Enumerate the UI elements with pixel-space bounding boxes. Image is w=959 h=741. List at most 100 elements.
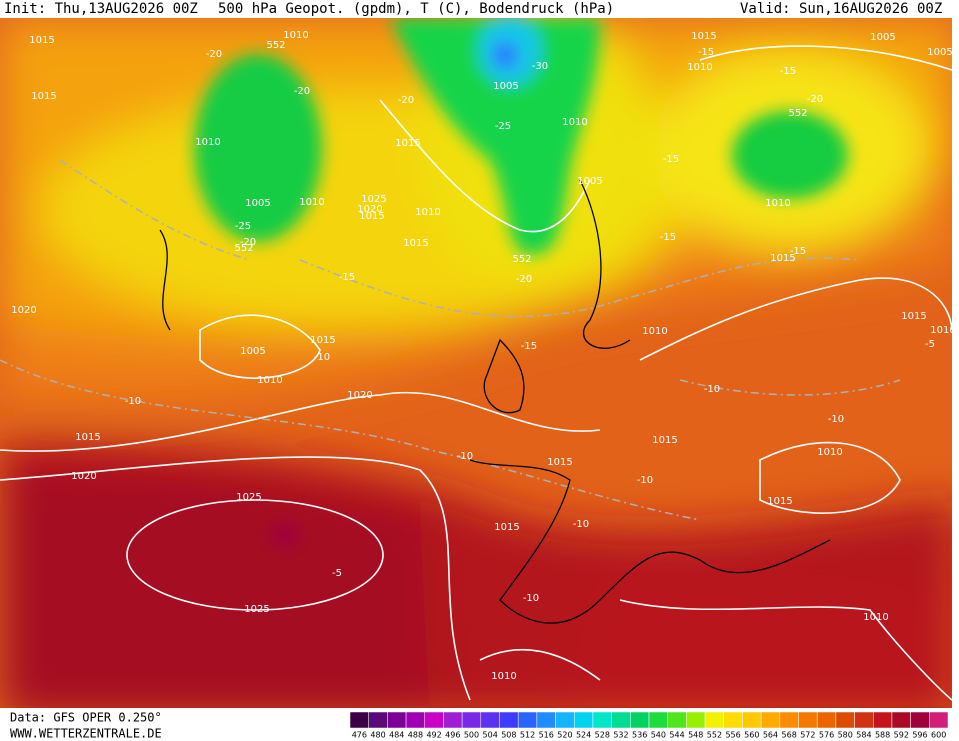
isobar-label: 1020 (357, 204, 382, 215)
isotherm-label: -10 (704, 384, 720, 395)
scale-label: 484 (389, 731, 404, 740)
isotherms (0, 159, 901, 521)
isobar-label: 1010 (863, 612, 888, 623)
scale-label: 556 (725, 731, 740, 740)
isobar-label: 1015 (691, 31, 716, 42)
isobar-label: 1010 (765, 198, 790, 209)
isotherm-label: -25 (495, 121, 511, 132)
isobar-label: 1010 (299, 197, 324, 208)
isobar-label: 1005 (493, 81, 518, 92)
geopotential-label: 552 (266, 40, 285, 51)
scale-cell (349, 711, 369, 729)
scale-label: 532 (613, 731, 628, 740)
isobar-label: 1010 (195, 137, 220, 148)
isotherm-label: -10 (828, 414, 844, 425)
isobar-label: 1010 (687, 62, 712, 73)
scale-cell (517, 711, 538, 729)
isobar-label: 1010 (817, 447, 842, 458)
scale-cell (405, 711, 425, 729)
isotherm-label: -25 (235, 221, 251, 232)
field: 1015 1010 1005 1010 1015 1010 1005 1005 1015 1010… (0, 18, 955, 708)
init-time: Init: Thu,13AUG2026 00Z (4, 1, 198, 17)
map-title: 500 hPa Geopot. (gpdm), T (C), Bodendruc… (218, 1, 614, 17)
geopotential-label: 552 (788, 108, 807, 119)
scale-cell (480, 711, 500, 729)
coastlines (159, 179, 831, 624)
isotherm-label: -20 (398, 95, 414, 106)
isobar-label: 1015 (395, 138, 420, 149)
scale-cell (536, 711, 556, 729)
isobar-label: 1005 (245, 198, 270, 209)
site: WWW.WETTERZENTRALE.DE (10, 727, 162, 741)
isobar-label: 1015 (359, 211, 384, 222)
scale-cell (854, 711, 874, 729)
scale-cell (835, 711, 855, 729)
scale-cell (779, 711, 799, 729)
isotherm-label: -10 (637, 475, 653, 486)
scale-cell (648, 711, 668, 729)
scale-label: 520 (557, 731, 572, 740)
isotherm-label: -10 (457, 451, 473, 462)
isotherm-label: -15 (790, 246, 806, 257)
scale-label: 508 (501, 731, 516, 740)
scale-cell (461, 711, 482, 729)
scale-label: 548 (688, 731, 703, 740)
scale-cell (891, 711, 911, 729)
isobar-label: 1010 (491, 671, 516, 682)
scale-cell (592, 711, 612, 729)
isotherm-label: -5 (925, 339, 935, 350)
scale-cell (873, 711, 893, 729)
scale-label: 580 (838, 731, 853, 740)
scale-cell (574, 711, 594, 729)
scale-label: 536 (632, 731, 647, 740)
scale-label: 528 (595, 731, 610, 740)
isobar-label: 1005 (927, 47, 952, 58)
scale-cell (910, 711, 930, 729)
scale-cell (742, 711, 762, 729)
scale-label: 592 (894, 731, 909, 740)
scale-cell (760, 711, 781, 729)
scale-label: 500 (464, 731, 479, 740)
scale-label: 560 (744, 731, 759, 740)
scale-label: 516 (539, 731, 554, 740)
isobar-label: 1015 (494, 522, 519, 533)
isotherm-label: -30 (532, 61, 548, 72)
scale-cell (704, 711, 724, 729)
isotherm-label: -15 (698, 47, 714, 58)
isobar-label: 1015 (31, 91, 56, 102)
isobar-label: 1010 (415, 207, 440, 218)
scale-cell (929, 711, 949, 729)
isobar-label: 1015 (75, 432, 100, 443)
isobar-label: 1025 (236, 492, 261, 503)
isobar-label: 1020 (71, 471, 96, 482)
isobar-label: 1005 (577, 176, 602, 187)
valid-time: Valid: Sun,16AUG2026 00Z (740, 1, 942, 17)
isotherm-label: -10 (523, 593, 539, 604)
isobar-label: 1010 (930, 325, 955, 336)
isobar-label: 1015 (652, 435, 677, 446)
isotherm-label: -15 (660, 232, 676, 243)
isobar-label: 1020 (11, 305, 36, 316)
isobar-label: 1015 (403, 238, 428, 249)
scale-label: 512 (520, 731, 535, 740)
scale-label: 476 (352, 731, 367, 740)
isotherm-label: -15 (780, 66, 796, 77)
isotherm-label: -10 (314, 352, 330, 363)
scale-cell (499, 711, 519, 729)
geopotential-label: 552 (234, 243, 253, 254)
scale-cell (611, 711, 631, 729)
isotherm-label: -5 (332, 568, 342, 579)
isobars (0, 45, 952, 701)
scale-label: 540 (651, 731, 666, 740)
isotherm-label: -10 (573, 519, 589, 530)
scale-label: 488 (408, 731, 423, 740)
isotherm-label: -15 (339, 272, 355, 283)
scale-cell (816, 711, 837, 729)
scale-label: 480 (370, 731, 385, 740)
scale-cell (555, 711, 575, 729)
isobar-label: 1005 (240, 346, 265, 357)
scale-label: 564 (763, 731, 778, 740)
scale-label: 544 (669, 731, 684, 740)
